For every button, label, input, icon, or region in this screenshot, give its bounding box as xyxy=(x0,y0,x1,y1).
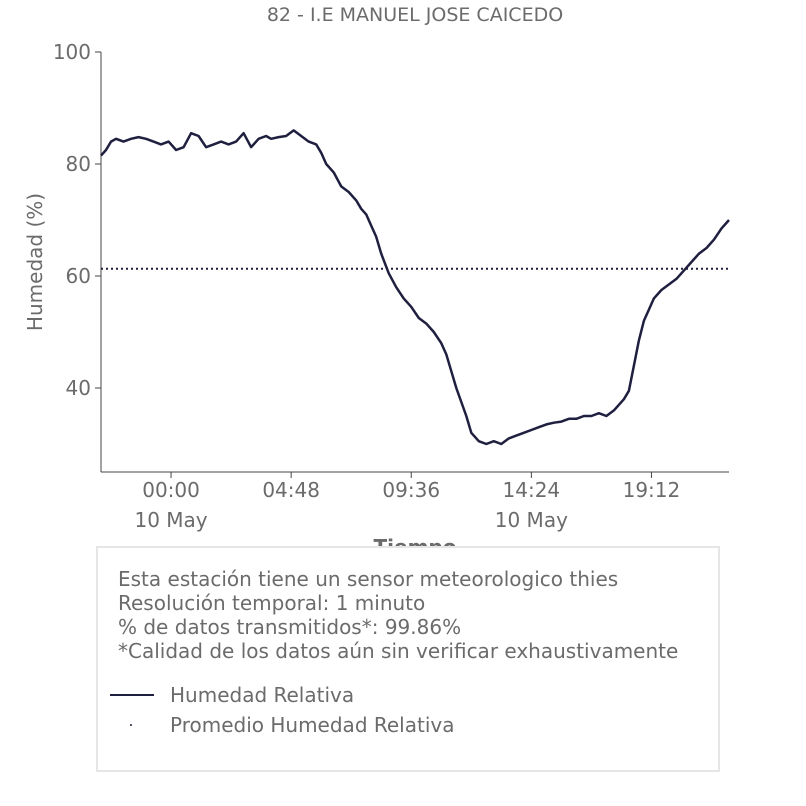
x-tick-label: 00:00 xyxy=(142,478,200,502)
axis-ticks: 40 60 80 100 00:00 10 May 04:48 09:36 14:24 10 Ma… xyxy=(53,40,680,532)
info-resolution-line: Resolución temporal: 1 minuto xyxy=(118,591,426,615)
legend-label-humedad: Humedad Relativa xyxy=(170,683,355,707)
info-transmitted-line: % de datos transmitidos*: 99.86% xyxy=(118,615,462,639)
info-text: Esta estación tiene un sensor meteorolog… xyxy=(118,567,678,663)
info-box: Esta estación tiene un sensor meteorolog… xyxy=(96,546,720,772)
x-tick-label: 19:12 xyxy=(623,478,681,502)
y-axis-label: Humedad (%) xyxy=(23,193,47,331)
y-tick-label: 40 xyxy=(66,376,91,400)
axes xyxy=(100,52,729,473)
y-tick-label: 60 xyxy=(66,264,91,288)
legend-label-promedio: Promedio Humedad Relativa xyxy=(170,713,455,737)
y-tick-label: 100 xyxy=(53,40,91,64)
humedad-relativa-line xyxy=(100,129,730,446)
y-tick-label: 80 xyxy=(66,152,91,176)
humidity-chart: 82 - I.E MANUEL JOSE CAICEDO Humedad (%)… xyxy=(23,4,730,559)
x-tick-label: 09:36 xyxy=(382,478,440,502)
series-layer xyxy=(100,129,730,446)
info-sensor-line: Esta estación tiene un sensor meteorolog… xyxy=(118,567,619,591)
x-tick-sublabel: 10 May xyxy=(495,508,568,532)
chart-title: 82 - I.E MANUEL JOSE CAICEDO xyxy=(267,4,563,26)
legend-dot-swatch xyxy=(130,724,132,726)
x-tick-label: 04:48 xyxy=(262,478,320,502)
info-quality-line: *Calidad de los datos aún sin verificar … xyxy=(118,639,679,663)
legend-line-swatch xyxy=(110,694,154,696)
x-tick-sublabel: 10 May xyxy=(134,508,207,532)
x-tick-label: 14:24 xyxy=(503,478,561,502)
